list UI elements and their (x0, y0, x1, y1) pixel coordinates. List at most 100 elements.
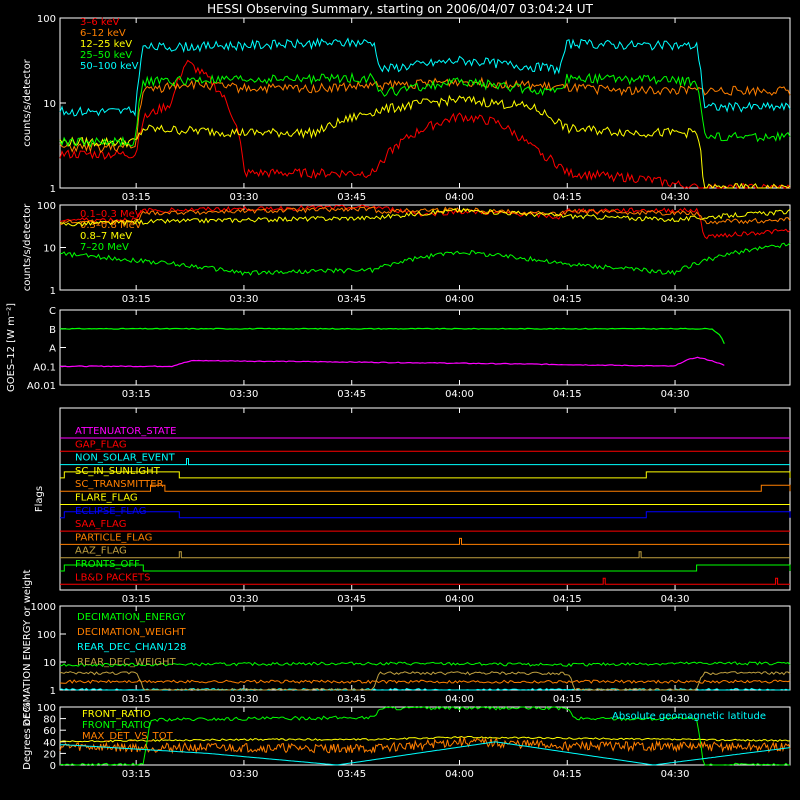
goes-series-line (59, 327, 725, 344)
count_rates-x-tick-label: 03:15 (122, 192, 151, 203)
flag-line (60, 484, 791, 492)
high_energy_rates-legend-entry: 0.8–7 MeV (80, 231, 132, 242)
count_rates-x-tick-label: 03:45 (337, 192, 366, 203)
high_energy_rates-series-line (59, 207, 791, 227)
flag-line (60, 564, 791, 572)
ratios-y-tick-label: 100 (37, 703, 56, 714)
count_rates-legend-entry: 3–6 keV (80, 17, 119, 28)
flags-x-tick-label: 03:45 (337, 594, 366, 605)
ratios-legend-entry: FRONT_RATIO (82, 720, 151, 731)
decimation-series-line (59, 671, 791, 691)
flags-frame (59, 407, 791, 591)
count_rates-series-line (59, 94, 791, 190)
decimation-series-line (59, 679, 791, 685)
flags-y-label: Flags (34, 486, 45, 512)
flag-legend-entry: NON_SOLAR_EVENT (75, 453, 176, 464)
page-title: HESSI Observing Summary, starting on 200… (207, 2, 593, 16)
decimation-frame (59, 605, 791, 691)
goes-y-tick-label: A0.01 (27, 381, 56, 392)
high_energy_rates-x-tick-label: 04:15 (553, 294, 582, 305)
flags-x-tick-label: 04:00 (445, 594, 474, 605)
count_rates-series-line (59, 59, 791, 189)
ratios-x-tick-label: 04:00 (445, 769, 474, 780)
ratios-legend-entry: FRONT_RATIO (82, 709, 151, 720)
plot-panels: 03:15 03:30 03:45 04:00 04:15 04:30110100coun… (6, 14, 791, 780)
high_energy_rates-series-line (59, 204, 791, 240)
ratios-y-tick-label: 40 (43, 738, 56, 749)
decimation-series-line (60, 661, 791, 668)
goes-y-label: GOES–12 [W m⁻²] (6, 303, 17, 392)
ratios-series-line (59, 706, 790, 766)
count_rates-x-tick-label: 04:15 (553, 192, 582, 203)
count_rates-legend-entry: 50–100 keV (80, 61, 139, 72)
goes-y-tick-label: B (49, 325, 56, 336)
flag-legend-entry: FRONTS_OFF (75, 559, 140, 570)
flag-legend-entry: SC_TRANSMITTER (75, 479, 164, 490)
flag-legend-entry: GAP_FLAG (75, 439, 127, 450)
decimation-y-tick-label: 100 (37, 630, 56, 641)
count_rates-series-line (59, 37, 791, 117)
count_rates-x-tick-label: 03:30 (230, 192, 259, 203)
ratios-x-tick-label: 04:15 (553, 769, 582, 780)
flags-x-tick-label: 03:30 (230, 594, 259, 605)
count_rates-y-tick-label: 10 (43, 99, 56, 110)
high_energy_rates-series-line (59, 242, 791, 276)
ratios-y-tick-label: 80 (43, 715, 56, 726)
high_energy_rates-y-tick-label: 1 (50, 286, 56, 297)
high_energy_rates-series-line (60, 206, 791, 226)
decimation-x-tick-label: 04:00 (445, 694, 474, 705)
ratios-annotation: Absolute geomagnetic latitude (612, 711, 766, 722)
count_rates-y-tick-label: 1 (50, 184, 56, 195)
high_energy_rates-x-tick-label: 03:30 (230, 294, 259, 305)
decimation-y-label: DECIMATION ENERGY or weight (22, 569, 33, 726)
ratios-x-tick-label: 03:15 (122, 769, 151, 780)
high_energy_rates-x-tick-label: 03:15 (122, 294, 151, 305)
high_energy_rates-legend-entry: 0.3–0.8 MeV (80, 220, 142, 231)
flag-line (60, 471, 791, 479)
decimation-x-tick-label: 03:15 (122, 694, 151, 705)
ratios-y-label: Degrees or % (22, 702, 33, 770)
count_rates-frame (59, 17, 791, 189)
decimation-x-tick-label: 03:45 (337, 694, 366, 705)
decimation-x-tick-label: 03:30 (230, 694, 259, 705)
ratios-y-tick-label: 20 (43, 749, 56, 760)
flag-legend-entry: SC_IN_SUNLIGHT (75, 466, 161, 477)
high_energy_rates-y-label: counts/s/detector (22, 203, 33, 291)
flag-line (60, 551, 790, 559)
count_rates-y-label: counts/s/detector (22, 58, 33, 146)
decimation-y-tick-label: 1 (50, 686, 56, 697)
ratios-y-tick-label: 0 (50, 761, 56, 772)
goes-x-tick-label: 04:30 (661, 389, 690, 400)
goes-y-tick-label: C (49, 306, 56, 317)
flags-panel: 03:15 03:30 03:45 04:00 04:15 04:30 Flags ATTEN… (34, 407, 791, 605)
ratios-x-tick-label: 04:30 (661, 769, 690, 780)
decimation-y-tick-label: 10 (43, 658, 56, 669)
decimation-legend-entry: DECIMATION_ENERGY (77, 612, 186, 623)
flag-legend-entry: PARTICLE_FLAG (75, 532, 152, 543)
ratios-x-tick-label: 03:45 (337, 769, 366, 780)
count_rates-legend-entry: 25–50 keV (80, 50, 132, 61)
flag-legend-entry: SAA_FLAG (75, 519, 126, 530)
count_rates-y-tick-label: 100 (37, 14, 56, 25)
decimation-legend-entry: REAR_DEC_CHAN/128 (77, 642, 186, 653)
goes-panel: 03:15 03:30 03:45 04:00 04:15 04:30 A0.01 A0.1 A… (6, 303, 791, 400)
ratios-y-tick-label: 60 (43, 726, 56, 737)
ratios-series-line (59, 735, 791, 743)
ratios-x-tick-label: 03:30 (230, 769, 259, 780)
ratios-legend-entry: MAX_DET_VS_TOT (82, 731, 174, 742)
goes-x-tick-label: 03:15 (122, 389, 151, 400)
flag-line (60, 511, 791, 519)
decimation-x-tick-label: 04:15 (553, 694, 582, 705)
high_energy_rates-legend-entry: 0.1–0.3 MeV (80, 209, 142, 220)
high_energy_rates-x-tick-label: 04:00 (445, 294, 474, 305)
flag-line (60, 537, 790, 545)
goes-x-tick-label: 04:00 (445, 389, 474, 400)
count_rates-x-tick-label: 04:30 (661, 192, 690, 203)
count_rates-legend-entry: 12–25 keV (80, 39, 132, 50)
goes-series-line (59, 356, 725, 368)
decimation-panel: 03:15 03:30 03:45 04:00 04:15 04:301101001000… (22, 569, 791, 726)
count_rates-series-line (59, 76, 791, 154)
high_energy_rates-x-tick-label: 03:45 (337, 294, 366, 305)
